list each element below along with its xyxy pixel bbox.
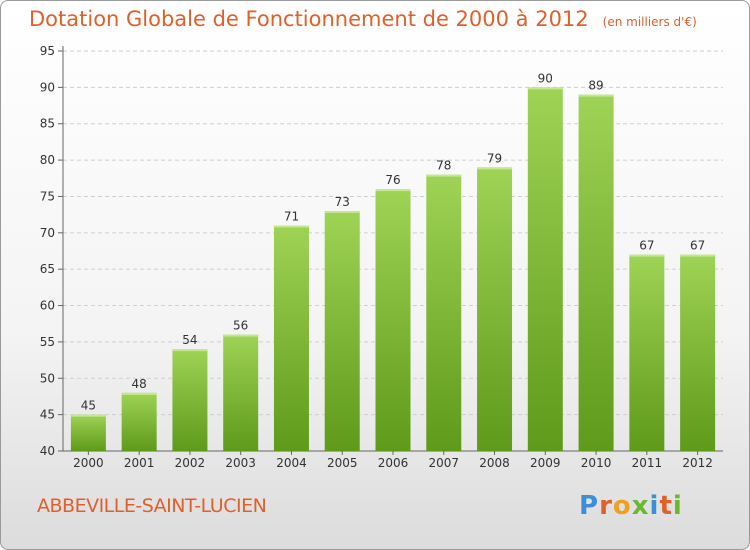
y-tick-label: 45 <box>40 408 55 422</box>
data-label: 89 <box>588 79 603 93</box>
x-tick-label: 2011 <box>632 456 663 470</box>
data-label: 78 <box>436 159 451 173</box>
data-label: 56 <box>233 319 248 333</box>
bar <box>172 349 208 451</box>
data-label: 90 <box>538 71 553 85</box>
x-tick-label: 2004 <box>276 456 307 470</box>
data-label: 45 <box>81 399 96 413</box>
bar <box>324 211 360 451</box>
bar <box>426 174 462 452</box>
y-tick-label: 40 <box>40 444 55 458</box>
x-tick-label: 2003 <box>225 456 256 470</box>
data-label: 76 <box>385 173 400 187</box>
x-tick-label: 2012 <box>682 456 713 470</box>
bar <box>680 254 716 451</box>
logo-letter: i <box>649 491 660 521</box>
y-tick-label: 95 <box>40 44 55 58</box>
chart-title: Dotation Globale de Fonctionnement de 20… <box>29 7 697 31</box>
bar <box>70 414 106 451</box>
x-tick-label: 2006 <box>378 456 409 470</box>
data-label: 73 <box>335 195 350 209</box>
y-tick-label: 85 <box>40 117 55 131</box>
data-label: 48 <box>132 377 147 391</box>
bar <box>527 87 563 451</box>
commune-name: ABBEVILLE-SAINT-LUCIEN <box>37 495 267 517</box>
y-tick-label: 80 <box>40 153 55 167</box>
logo-letter: r <box>599 491 613 521</box>
x-tick-label: 2010 <box>581 456 612 470</box>
y-tick-label: 65 <box>40 262 55 276</box>
logo-letter: x <box>631 491 650 521</box>
y-tick-label: 50 <box>40 371 55 385</box>
bar <box>477 167 513 451</box>
data-label: 67 <box>690 239 705 253</box>
y-tick-label: 55 <box>40 335 55 349</box>
logo-letter: i <box>672 491 683 521</box>
data-label: 54 <box>182 333 197 347</box>
data-label: 71 <box>284 210 299 224</box>
x-tick-label: 2002 <box>175 456 206 470</box>
bar <box>578 94 614 452</box>
x-tick-label: 2008 <box>479 456 510 470</box>
bar <box>629 254 665 451</box>
x-tick-label: 2000 <box>73 456 104 470</box>
x-tick-label: 2009 <box>530 456 561 470</box>
bar <box>273 225 309 451</box>
logo-letter: t <box>659 491 673 521</box>
unit-text: (en milliers d'€) <box>602 15 697 29</box>
bar <box>121 392 157 451</box>
bar <box>223 334 259 451</box>
proxiti-logo: Proxiti <box>579 491 683 521</box>
x-tick-label: 2007 <box>428 456 459 470</box>
y-tick-label: 60 <box>40 299 55 313</box>
y-tick-label: 75 <box>40 189 55 203</box>
y-tick-label: 90 <box>40 80 55 94</box>
data-label: 67 <box>639 239 654 253</box>
logo-letter: P <box>579 491 600 521</box>
y-tick-label: 70 <box>40 226 55 240</box>
title-text: Dotation Globale de Fonctionnement de 20… <box>29 7 589 31</box>
logo-letter: o <box>612 491 632 521</box>
x-tick-label: 2005 <box>327 456 358 470</box>
data-label: 79 <box>487 151 502 165</box>
x-tick-label: 2001 <box>124 456 155 470</box>
bar <box>375 189 411 451</box>
